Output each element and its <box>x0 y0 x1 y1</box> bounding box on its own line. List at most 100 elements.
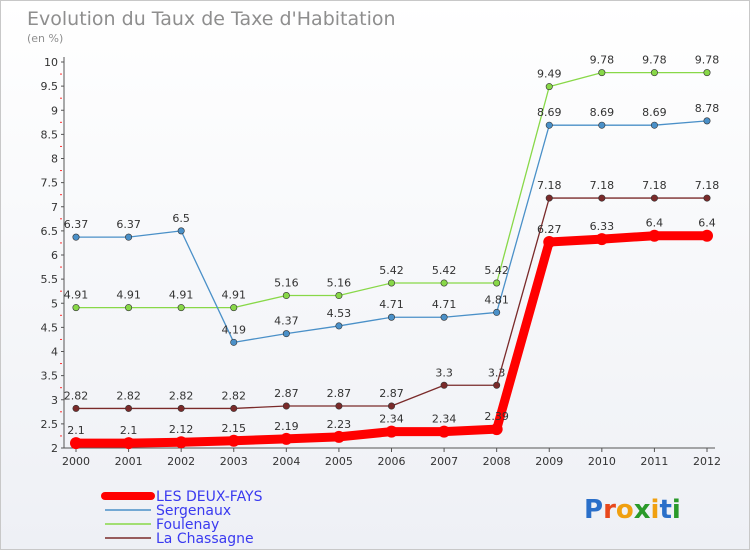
data-point <box>438 425 451 438</box>
data-point <box>385 425 398 438</box>
data-label: 4.19 <box>222 323 247 336</box>
series-les-deux-fays: 2.1 2.1 2.12 2.15 2.19 2.23 2.34 2.34 2.39 6.27 6.… <box>67 217 716 450</box>
data-point <box>227 434 240 447</box>
data-point <box>177 227 185 235</box>
data-label: 7.18 <box>695 179 720 192</box>
data-label: 5.42 <box>379 264 404 277</box>
data-point <box>545 83 553 91</box>
x-tick-label: 2003 <box>220 455 248 468</box>
data-label: 4.37 <box>274 315 299 328</box>
data-label: 2.87 <box>274 387 299 400</box>
data-label: 6.4 <box>646 217 664 230</box>
data-label: 8.78 <box>695 102 720 115</box>
data-point <box>598 194 606 202</box>
logo-letter: o <box>616 495 634 525</box>
series-layer: 2.82 2.82 2.82 2.82 2.87 2.87 2.87 3.3 3.3 7.18 7.… <box>64 54 720 450</box>
data-point <box>387 313 395 321</box>
data-point <box>650 194 658 202</box>
data-point <box>70 437 82 450</box>
data-label: 2.12 <box>169 423 194 436</box>
data-point <box>598 121 606 129</box>
data-label: 2.1 <box>120 424 138 437</box>
y-tick-label: 4.5 <box>41 321 59 334</box>
data-label: 2.82 <box>64 389 89 402</box>
data-point <box>177 404 185 412</box>
data-point <box>280 432 293 445</box>
data-label: 4.71 <box>432 298 457 311</box>
data-point <box>493 381 501 389</box>
data-label: 6.37 <box>116 218 141 231</box>
data-point <box>72 233 80 241</box>
data-point <box>493 308 501 316</box>
data-point <box>595 233 608 246</box>
unit-label: (en %) <box>27 32 63 45</box>
data-point <box>125 404 133 412</box>
y-tick-label: 9 <box>51 104 58 117</box>
legend-label: Foulenay <box>156 517 219 533</box>
data-label: 4.91 <box>222 289 247 302</box>
data-label: 2.87 <box>327 387 352 400</box>
data-point <box>703 117 711 125</box>
series-foulenay: 4.91 4.91 4.91 4.91 5.16 5.16 5.42 5.42 5.42 9.49… <box>64 54 720 312</box>
data-label: 2.23 <box>327 418 352 431</box>
y-tick-label: 6.5 <box>41 225 59 238</box>
data-label: 6.4 <box>698 217 716 230</box>
y-tick-label: 5.5 <box>41 273 59 286</box>
y-tick-label: 7 <box>51 201 58 214</box>
x-tick-label: 2006 <box>378 455 406 468</box>
axes: 2 2.5 3 3.5 4 4.5 5 5.5 6 6.5 7 7.5 8 8.5 9 9.5 10 2000 20… <box>41 56 722 468</box>
x-tick-label: 2002 <box>167 455 195 468</box>
data-label: 7.18 <box>537 179 562 192</box>
data-point <box>122 437 135 450</box>
data-point <box>598 69 606 77</box>
data-point <box>72 304 80 312</box>
x-tick-label: 2005 <box>325 455 353 468</box>
data-label: 6.37 <box>64 218 89 231</box>
logo-letter: i <box>651 495 660 525</box>
logo-letter: P <box>584 495 603 525</box>
data-label: 2.34 <box>432 413 457 426</box>
data-point <box>282 330 290 338</box>
data-label: 3.3 <box>488 366 506 379</box>
data-label: 5.42 <box>484 264 509 277</box>
data-label: 4.71 <box>379 298 404 311</box>
data-label: 2.34 <box>379 413 404 426</box>
data-point <box>490 423 503 436</box>
data-label: 5.42 <box>432 264 457 277</box>
y-tick-label: 4 <box>51 346 58 359</box>
data-point <box>543 235 556 248</box>
data-label: 2.82 <box>222 389 247 402</box>
data-point <box>177 304 185 312</box>
data-point <box>230 404 238 412</box>
x-tick-label: 2009 <box>535 455 563 468</box>
data-label: 7.18 <box>590 179 615 192</box>
x-tick-label: 2012 <box>693 455 721 468</box>
y-tick-label: 2 <box>51 442 58 455</box>
data-label: 9.78 <box>695 54 720 67</box>
data-point <box>125 233 133 241</box>
data-label: 4.91 <box>64 289 89 302</box>
x-tick-label: 2001 <box>115 455 143 468</box>
data-label: 2.1 <box>67 424 85 437</box>
legend-label: La Chassagne <box>156 531 254 547</box>
data-point <box>440 279 448 287</box>
data-point <box>440 381 448 389</box>
data-point <box>230 304 238 312</box>
logo-letter: i <box>672 495 681 525</box>
legend-label: LES DEUX-FAYS <box>156 489 263 505</box>
x-tick-label: 2000 <box>62 455 90 468</box>
data-point <box>440 313 448 321</box>
data-point <box>493 279 501 287</box>
chart-title: Evolution du Taux de Taxe d'Habitation <box>27 8 396 30</box>
data-label: 6.33 <box>590 220 615 233</box>
data-label: 8.69 <box>537 106 562 119</box>
legend-label: Sergenaux <box>156 503 231 519</box>
logo-text: Proxiti <box>584 495 681 525</box>
data-label: 2.82 <box>169 389 194 402</box>
data-label: 2.39 <box>484 410 509 423</box>
data-label: 6.27 <box>537 223 562 236</box>
x-tick-label: 2011 <box>640 455 668 468</box>
